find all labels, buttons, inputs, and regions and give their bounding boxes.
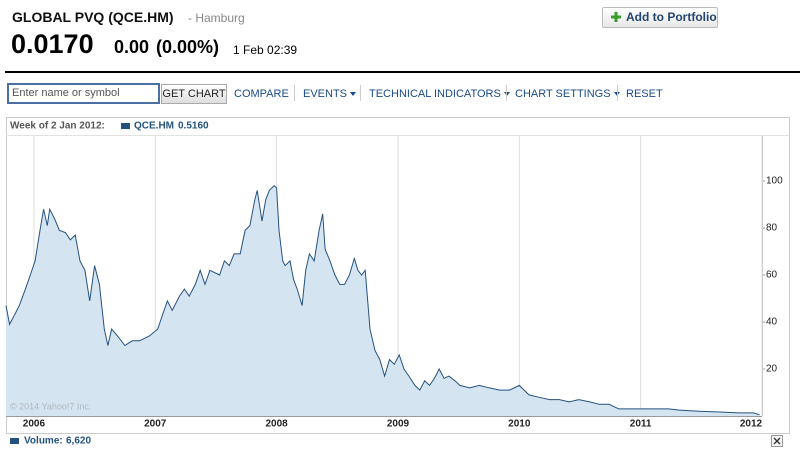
x-tick-label: 2008	[265, 419, 288, 430]
events-link[interactable]: EVENTS	[303, 88, 357, 100]
change-pct: (0.00%)	[156, 37, 220, 57]
legend-title: Week of 2 Jan 2012:	[10, 121, 105, 132]
legend-swatch	[121, 123, 130, 129]
volume-label: Volume:	[24, 436, 63, 447]
symbol-input[interactable]: Enter name or symbol	[7, 83, 160, 104]
button-label: Add to Portfolio	[626, 10, 717, 24]
plus-icon	[611, 12, 621, 22]
legend-name: QCE.HM	[134, 121, 174, 132]
exchange: - Hamburg	[188, 11, 245, 25]
add-portfolio-button[interactable]: Add to Portfolio	[602, 7, 718, 28]
volume-value: 6,620	[66, 436, 91, 447]
price: 0.0170	[11, 29, 94, 59]
divider	[5, 71, 800, 73]
reset-link[interactable]: RESET	[626, 88, 663, 100]
watermark: © 2014 Yahoo!7 Inc.	[10, 401, 91, 411]
close-button[interactable]	[771, 435, 783, 447]
link-label: EVENTS	[303, 88, 348, 100]
separator	[617, 85, 618, 101]
settings-link[interactable]: CHART SETTINGS	[515, 88, 620, 100]
volume-swatch	[10, 438, 19, 444]
link-label: CHART SETTINGS	[515, 88, 611, 100]
separator	[506, 85, 507, 101]
y-tick-label: 80	[766, 223, 778, 234]
link-label: COMPARE	[234, 88, 289, 100]
x-tick-label: 2007	[144, 419, 167, 430]
get-chart-button[interactable]: GET CHART	[161, 84, 227, 104]
area	[6, 185, 760, 416]
separator	[360, 85, 361, 101]
legend-value: 0.5160	[178, 121, 209, 132]
x-tick-label: 2006	[23, 419, 46, 430]
y-tick-label: 20	[766, 364, 778, 375]
y-tick-label: 60	[766, 270, 778, 281]
line	[5, 185, 760, 416]
x-tick-label: 2011	[630, 419, 652, 430]
link-label: TECHNICAL INDICATORS	[369, 88, 501, 100]
separator	[294, 85, 295, 101]
stock-name: GLOBAL PVQ (QCE.HM)	[12, 9, 174, 25]
change: 0.00	[114, 37, 150, 57]
link-label: RESET	[626, 88, 663, 100]
y-tick-label: 40	[766, 317, 778, 328]
x-tick-label: 2009	[387, 419, 410, 430]
compare-link[interactable]: COMPARE	[234, 88, 289, 100]
x-tick-label: 2012	[740, 419, 763, 430]
y-tick-label: 100	[766, 176, 783, 187]
x-tick-label: 2010	[508, 419, 531, 430]
quote-time: 1 Feb 02:39	[233, 43, 298, 57]
